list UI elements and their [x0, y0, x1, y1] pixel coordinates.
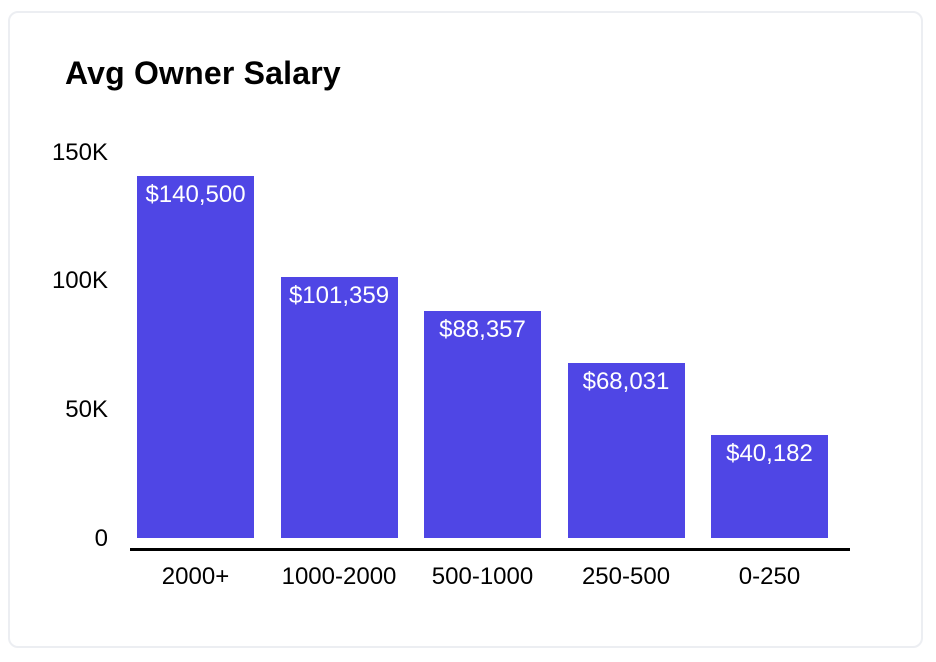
y-axis-tick-label: 50K	[65, 395, 108, 423]
chart-card: Avg Owner Salary 150K 100K 50K 0 $140,500 $1…	[8, 11, 923, 648]
y-axis-tick-label: 0	[94, 524, 108, 552]
bar-2000+: $140,500	[137, 176, 254, 538]
bar-250-500: $68,031	[567, 362, 685, 538]
x-axis-tick-label: 250-500	[581, 563, 671, 590]
bar-value-label: $101,359	[288, 282, 390, 310]
bar-value-label: $140,500	[145, 181, 246, 209]
y-axis-tick-label: 150K	[51, 138, 108, 166]
x-axis-tick-label: 2000+	[161, 563, 230, 590]
bar-500-1000: $88,357	[424, 310, 541, 538]
chart-title: Avg Owner Salary	[65, 55, 341, 91]
x-axis-tick-label: 0-250	[738, 563, 801, 590]
y-axis-tick-label: 100K	[51, 267, 108, 295]
bar-1000-2000: $101,359	[280, 277, 398, 538]
x-axis-line	[130, 548, 850, 551]
bar-value-label: $40,182	[726, 439, 813, 467]
bar-0-250: $40,182	[711, 434, 828, 538]
x-axis-tick-label: 500-1000	[431, 563, 534, 590]
x-axis-tick-label: 1000-2000	[281, 563, 397, 590]
bar-value-label: $88,357	[439, 315, 526, 343]
bar-value-label: $68,031	[582, 367, 670, 395]
